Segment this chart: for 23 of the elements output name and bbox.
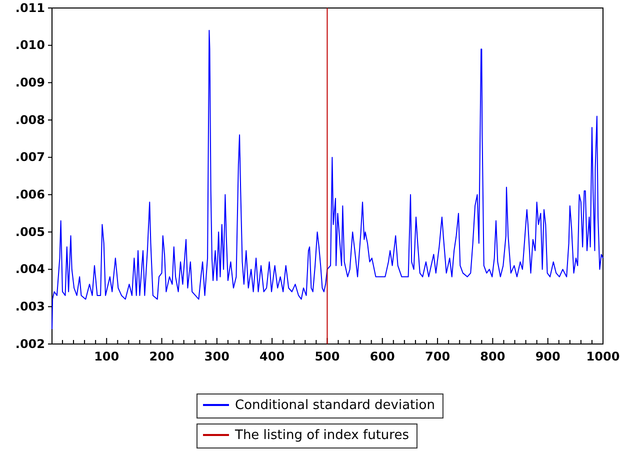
x-tick-label: 100 — [94, 350, 120, 364]
legend-label: The listing of index futures — [234, 428, 410, 443]
y-tick-label: .004 — [15, 262, 45, 276]
line-series — [52, 30, 604, 330]
x-tick-label: 500 — [314, 350, 340, 364]
y-tick-label: .006 — [15, 188, 45, 202]
y-tick-label: .003 — [15, 300, 45, 314]
x-tick-label: 700 — [425, 350, 450, 364]
y-tick-label: .008 — [15, 112, 45, 127]
y-tick-label: .011 — [15, 0, 45, 15]
x-tick-label: 300 — [204, 350, 230, 364]
x-tick-label: 800 — [480, 350, 506, 364]
y-tick-label: .010 — [15, 38, 45, 52]
y-tick-label: .002 — [15, 336, 45, 351]
x-tick-label: 1000 — [586, 350, 620, 364]
y-tick-label: .009 — [15, 76, 45, 90]
x-tick-label: 900 — [535, 350, 560, 364]
x-tick-label: 600 — [370, 350, 395, 364]
x-tick-label: 400 — [260, 350, 285, 364]
y-tick-label: .007 — [15, 150, 45, 164]
y-tick-label: .005 — [15, 224, 45, 239]
x-tick-label: 200 — [149, 350, 174, 364]
legend-label: Conditional standard deviation — [235, 398, 435, 413]
